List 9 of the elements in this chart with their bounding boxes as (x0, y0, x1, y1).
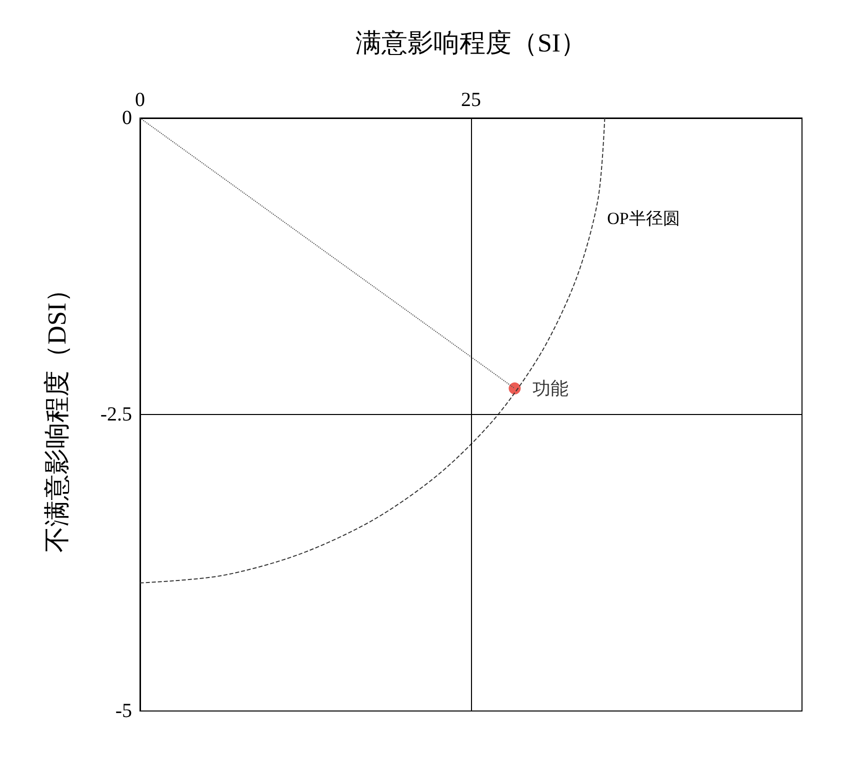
x-axis-title: 满意影响程度（SI） (355, 28, 587, 58)
y-tick-label: 0 (122, 107, 132, 129)
series-label: 功能 (532, 378, 569, 398)
y-tick-label: -2.5 (100, 404, 132, 426)
y-tick-label: -5 (115, 700, 132, 722)
series-label: OP半径圆 (607, 209, 680, 228)
x-tick-label: 25 (461, 89, 481, 111)
line-series (140, 118, 606, 584)
y-axis-title: 不满意影响程度（DSI） (42, 276, 72, 552)
